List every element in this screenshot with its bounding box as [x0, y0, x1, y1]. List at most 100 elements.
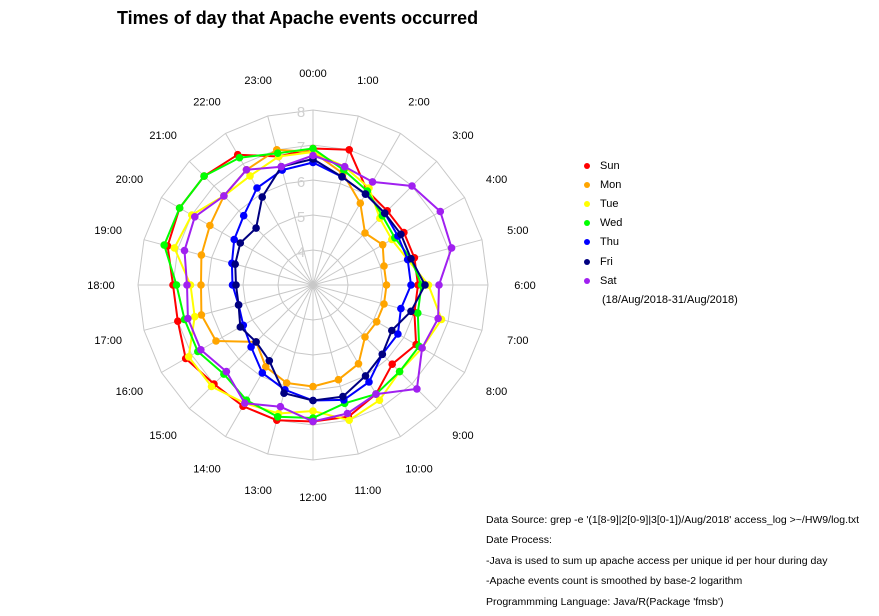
legend-item-wed: Wed — [584, 214, 738, 233]
data-point — [345, 416, 354, 425]
data-point — [190, 312, 199, 321]
data-point — [356, 199, 365, 207]
data-point — [372, 390, 380, 398]
axis-label: 22:00 — [193, 96, 221, 108]
data-point — [418, 344, 426, 352]
axis-label: 23:00 — [244, 75, 272, 87]
data-point — [372, 318, 381, 326]
grid-spoke — [312, 133, 401, 286]
data-point — [265, 357, 274, 365]
axis-label: 5:00 — [507, 225, 528, 237]
data-point — [334, 375, 343, 384]
data-point — [206, 221, 214, 230]
ring-label: 8 — [297, 104, 305, 121]
legend-item-tue: Tue — [584, 194, 738, 213]
axis-label: 14:00 — [193, 464, 221, 476]
data-point — [174, 317, 182, 326]
data-point — [230, 235, 238, 244]
data-point — [397, 230, 405, 239]
ring-label: 6 — [297, 174, 305, 191]
note-line: -Apache events count is smoothed by base… — [486, 575, 743, 588]
data-point — [200, 172, 208, 180]
legend-marker — [584, 181, 590, 188]
legend-label: Wed — [600, 217, 623, 230]
grid-spoke — [312, 284, 359, 455]
data-point — [253, 184, 261, 192]
legend-marker — [584, 239, 590, 246]
data-point — [258, 369, 267, 377]
grid-spoke — [312, 160, 438, 286]
data-notes: Data Source: grep -e '(1[8-9]|2[0-9]|3[0… — [486, 514, 859, 616]
axis-label: 1:00 — [357, 75, 378, 87]
data-point — [220, 192, 228, 200]
data-point — [309, 144, 317, 153]
chart-title: Times of day that Apache events occurred — [117, 8, 479, 28]
data-point — [343, 409, 352, 418]
series-line — [200, 148, 388, 388]
legend-marker — [584, 220, 590, 227]
axis-label: 3:00 — [452, 130, 473, 142]
data-point — [368, 178, 377, 186]
data-point — [407, 307, 415, 316]
data-point — [280, 389, 288, 398]
data-point — [234, 301, 243, 309]
data-point — [354, 360, 363, 368]
data-point — [276, 402, 285, 411]
data-point — [282, 379, 291, 387]
legend-label: Tue — [600, 197, 619, 210]
data-point — [380, 300, 388, 308]
note-line: Date Process: — [486, 534, 552, 547]
data-point — [277, 162, 286, 171]
data-point — [236, 239, 245, 247]
axis-label: 10:00 — [405, 464, 433, 476]
data-point — [361, 333, 369, 341]
data-point — [340, 162, 349, 171]
axis-label: 2:00 — [408, 96, 429, 108]
data-point — [160, 241, 168, 249]
grid-spoke — [143, 284, 314, 331]
data-point — [345, 146, 354, 154]
data-point — [273, 413, 282, 421]
legend-marker — [584, 200, 590, 207]
legend-label: Mon — [600, 178, 622, 191]
legend-marker — [584, 258, 590, 265]
data-point — [397, 304, 405, 313]
ring-labels: 4 5 6 7 8 — [297, 104, 305, 261]
data-point — [252, 338, 260, 346]
axis-label: 19:00 — [94, 225, 122, 237]
data-point — [435, 281, 443, 289]
axis-label: 12:00 — [299, 492, 327, 504]
data-point — [338, 173, 346, 181]
axis-label: 18:00 — [87, 280, 115, 292]
axis-label: 9:00 — [452, 430, 473, 442]
series-fri — [231, 155, 429, 405]
legend-item-fri: Fri — [584, 252, 738, 271]
data-point — [175, 204, 184, 212]
data-point — [273, 149, 282, 157]
data-point — [183, 281, 191, 289]
data-point — [184, 353, 193, 361]
ring-label: 7 — [297, 139, 305, 156]
axis-label: 00:00 — [299, 68, 327, 80]
data-point — [231, 260, 239, 269]
data-point — [361, 190, 370, 198]
data-point — [236, 323, 245, 331]
data-point — [262, 363, 270, 371]
axis-label: 15:00 — [149, 430, 177, 442]
data-point — [382, 281, 391, 289]
data-point — [309, 151, 317, 160]
data-point — [378, 241, 387, 249]
data-point — [375, 396, 384, 405]
data-point — [414, 309, 422, 317]
grid-spoke — [267, 115, 314, 286]
series-sat — [180, 151, 456, 426]
data-point — [434, 314, 442, 323]
data-point — [197, 251, 206, 259]
axis-label: 7:00 — [507, 335, 528, 347]
legend: Sun Mon Tue Wed Thu Fri Sat (18/Aug/2018-31/Aug… — [584, 156, 738, 309]
data-point — [378, 350, 387, 359]
data-point — [241, 399, 249, 408]
data-point — [170, 244, 179, 252]
data-point — [212, 337, 220, 345]
